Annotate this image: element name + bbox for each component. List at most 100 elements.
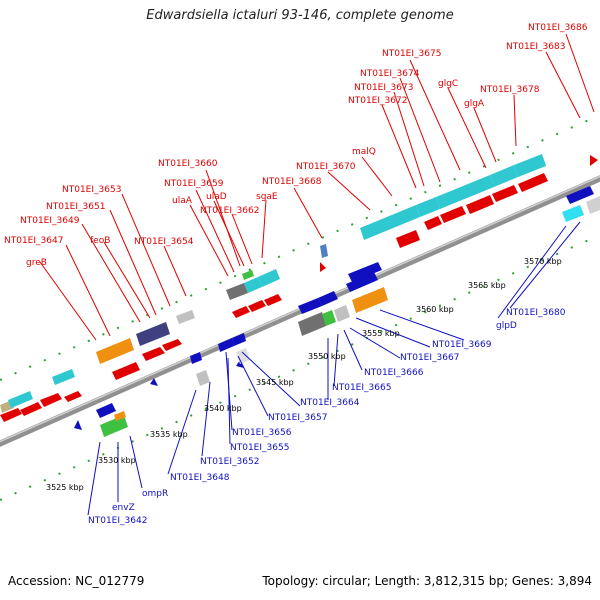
gene-block[interactable] [114,411,126,421]
gene-label[interactable]: NT01EI_3654 [134,237,194,247]
gene-label[interactable]: NT01EI_3675 [382,49,441,59]
gene-block[interactable] [514,154,546,177]
gene-arrow[interactable] [466,195,494,214]
gene-label[interactable]: NT01EI_3657 [268,413,327,423]
gene-arrow[interactable] [590,155,598,166]
gene-arrow[interactable] [142,347,165,361]
gene-block[interactable] [96,338,134,364]
gene-label[interactable]: NT01EI_3678 [480,85,540,95]
gene-arrow[interactable] [64,391,82,402]
gene-block[interactable] [8,391,33,408]
gene-label[interactable]: NT01EI_3673 [354,83,413,93]
gene-arrow[interactable] [566,186,594,204]
gene-label[interactable]: NT01EI_3648 [170,473,230,483]
gene-label[interactable]: NT01EI_3656 [232,428,292,438]
gene-block[interactable] [176,310,195,324]
gene-label[interactable]: ulaD [206,192,227,202]
gene-label[interactable]: NT01EI_3666 [364,368,424,378]
top-gene-labels: greB NT01EI_3647 NT01EI_3649 NT01EI_3651… [4,23,588,268]
gene-label[interactable]: NT01EI_3686 [528,23,588,33]
gene-arrow[interactable] [248,300,266,312]
gene-arrow[interactable] [74,420,82,430]
gene-label[interactable]: envZ [112,503,135,513]
gene-block[interactable] [586,196,600,214]
gene-label[interactable]: NT01EI_3655 [230,443,289,453]
gene-arrow[interactable] [346,272,378,292]
gene-arrow[interactable] [396,230,420,248]
gene-block[interactable] [490,165,518,187]
gene-arrow[interactable] [492,185,518,202]
gene-label[interactable]: NT01EI_3649 [20,216,80,226]
gene-label[interactable]: NT01EI_3664 [300,398,360,408]
gene-label[interactable]: malQ [352,147,376,157]
gene-arrow[interactable] [348,262,382,282]
gene-label[interactable]: NT01EI_3668 [262,177,322,187]
gene-label[interactable]: NT01EI_3665 [332,383,391,393]
gene-label[interactable]: glpD [496,321,517,331]
gene-label[interactable]: feoB [90,236,110,246]
gene-label[interactable]: NT01EI_3659 [164,179,224,189]
gene-block[interactable] [258,269,280,287]
gene-label[interactable]: NT01EI_3652 [200,457,259,467]
gene-block[interactable] [136,322,170,346]
gene-block[interactable] [242,270,254,280]
gene-block[interactable] [352,287,388,313]
gene-label[interactable]: NT01EI_3670 [296,162,356,172]
gene-label[interactable]: NT01EI_3653 [62,185,121,195]
gene-label[interactable]: glgA [464,99,485,109]
gene-label[interactable]: NT01EI_3674 [360,69,420,79]
gene-arrow[interactable] [424,216,442,230]
kbp-label: 3550 kbp [308,352,346,361]
gene-arrow[interactable] [162,339,182,351]
gene-block[interactable] [196,370,210,386]
gene-arrow[interactable] [150,378,158,386]
gene-arrow[interactable] [232,333,246,346]
gene-block[interactable] [244,277,262,293]
gene-label[interactable]: glgC [438,79,458,89]
gene-block[interactable] [52,369,75,385]
gene-arrow[interactable] [190,352,202,364]
gene-label[interactable]: ulaA [172,196,193,206]
gene-block[interactable] [226,283,248,300]
gene-arrow[interactable] [440,206,466,223]
gene-block[interactable] [100,415,128,437]
gene-arrow[interactable] [232,306,250,318]
gene-block[interactable] [334,305,350,322]
gene-arrow[interactable] [518,173,548,192]
kbp-label: 3570 kbp [524,257,562,266]
gene-label[interactable]: NT01EI_3672 [348,96,407,106]
gene-label[interactable]: sgaE [256,192,278,202]
gene-arrow[interactable] [298,298,322,314]
gene-block[interactable] [436,175,494,209]
gene-label[interactable]: NT01EI_3667 [400,353,459,363]
gene-arrow[interactable] [40,393,62,407]
gene-label[interactable]: NT01EI_3680 [506,308,566,318]
gene-label[interactable]: NT01EI_3647 [4,236,63,246]
gene-label[interactable]: greB [26,258,47,268]
genome-title: Edwardsiella ictaluri 93-146, complete g… [146,8,454,23]
gene-label[interactable]: ompR [142,489,168,499]
gene-block[interactable] [562,205,584,222]
gene-block[interactable] [320,244,328,258]
gene-arrow[interactable] [96,403,116,418]
gene-label[interactable]: NT01EI_3683 [506,42,565,52]
gene-arrow[interactable] [264,294,282,306]
gene-arrow[interactable] [318,291,338,306]
gene-arrow[interactable] [218,338,234,352]
gene-label[interactable]: NT01EI_3669 [432,340,492,350]
gene-label[interactable]: NT01EI_3651 [46,202,105,212]
gene-block[interactable] [416,197,440,217]
gene-label[interactable]: NT01EI_3642 [88,516,147,526]
reverse-genes [74,186,594,430]
gene-arrow[interactable] [320,262,326,272]
gene-label[interactable]: NT01EI_3662 [200,206,259,216]
gene-arrow[interactable] [20,402,42,416]
gene-block[interactable] [322,310,336,326]
gene-block[interactable] [360,205,420,240]
gene-arrow[interactable] [0,408,22,422]
gene-block[interactable] [298,312,326,336]
outer-forward-track [0,114,600,381]
kbp-scale: 3525 kbp 3530 kbp 3535 kbp 3540 kbp 3545… [46,257,562,492]
gene-label[interactable]: NT01EI_3660 [158,159,218,169]
gene-arrow[interactable] [112,362,140,380]
